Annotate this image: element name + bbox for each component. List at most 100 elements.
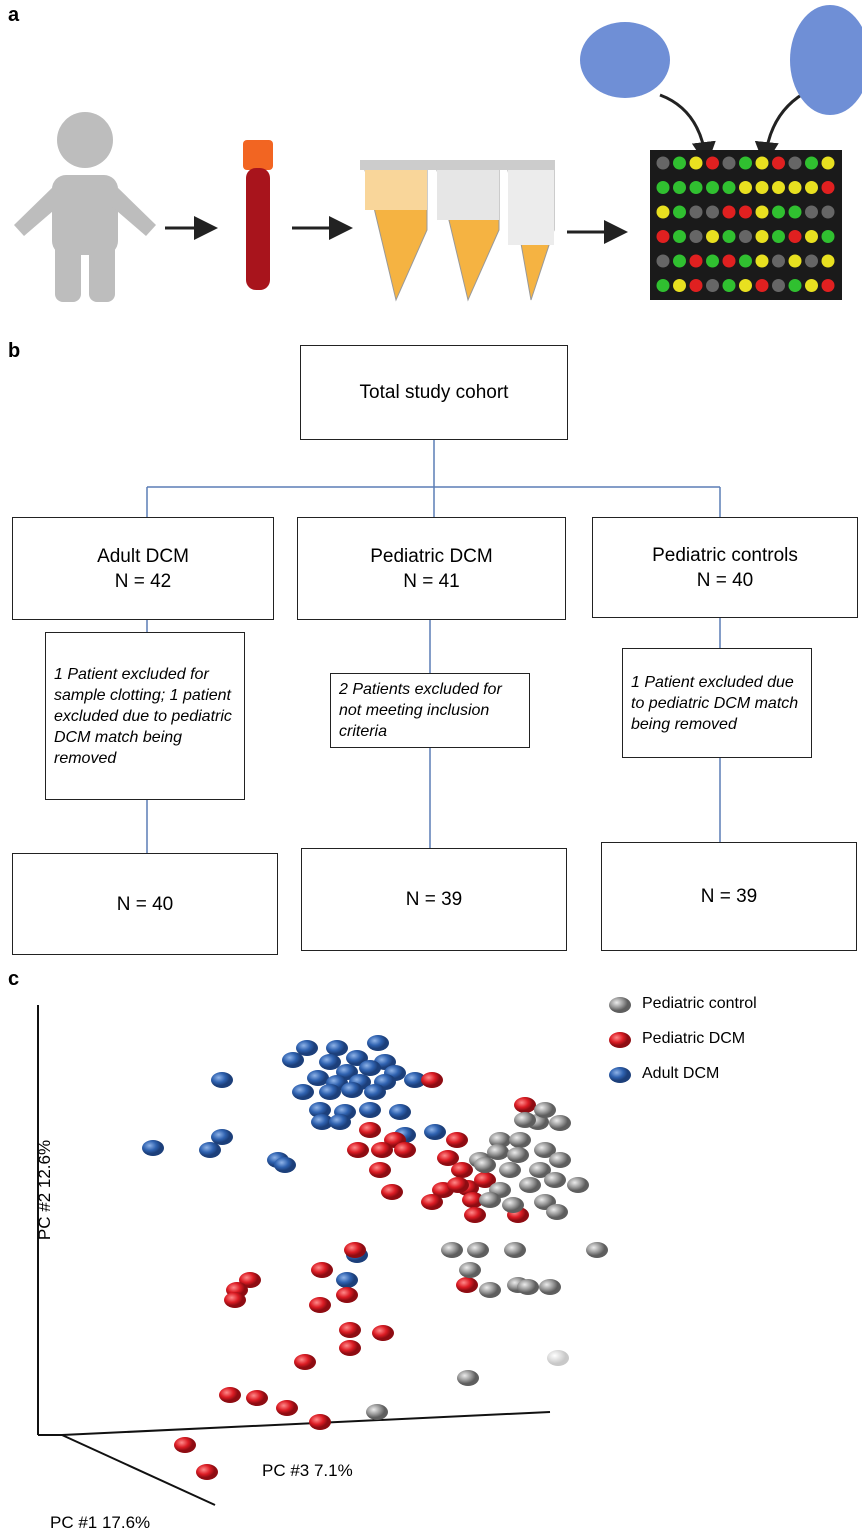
- well: [706, 255, 719, 268]
- well: [789, 279, 802, 292]
- pca-point: [371, 1142, 393, 1158]
- pca-point: [479, 1192, 501, 1208]
- final-box: N = 40: [12, 853, 278, 955]
- well: [723, 206, 736, 219]
- well: [805, 255, 818, 268]
- pca-point: [341, 1082, 363, 1098]
- pca-point: [456, 1277, 478, 1293]
- well: [723, 279, 736, 292]
- well: [739, 230, 752, 243]
- final-n: N = 39: [406, 887, 463, 912]
- pca-point: [199, 1142, 221, 1158]
- well: [805, 206, 818, 219]
- pca-point: [502, 1197, 524, 1213]
- panel-label: c: [8, 968, 19, 991]
- well: [673, 181, 686, 194]
- pca-point: [499, 1162, 521, 1178]
- exclusion-text: 1 Patient excluded for sample clotting; …: [54, 664, 236, 769]
- array-plate: [650, 150, 842, 300]
- well: [789, 230, 802, 243]
- pca-point: [347, 1142, 369, 1158]
- pca-point: [219, 1387, 241, 1403]
- group-n: N = 40: [697, 568, 754, 593]
- group-label: Pediatric controls: [652, 543, 798, 568]
- well: [756, 279, 769, 292]
- pca-point: [336, 1272, 358, 1288]
- pca-point: [359, 1102, 381, 1118]
- pca-point: [539, 1279, 561, 1295]
- pca-point: [534, 1102, 556, 1118]
- well: [789, 181, 802, 194]
- pca-point: [467, 1242, 489, 1258]
- well: [822, 279, 835, 292]
- well: [772, 206, 785, 219]
- legend-swatch: [609, 997, 631, 1013]
- pca-point: [142, 1140, 164, 1156]
- well: [723, 181, 736, 194]
- well: [706, 279, 719, 292]
- pca-point: [389, 1104, 411, 1120]
- well: [723, 230, 736, 243]
- well: [673, 279, 686, 292]
- well: [706, 206, 719, 219]
- well: [690, 230, 703, 243]
- axis-label: PC #3 7.1%: [262, 1461, 353, 1480]
- pca-point: [211, 1072, 233, 1088]
- pca-point: [339, 1340, 361, 1356]
- pca-point: [344, 1242, 366, 1258]
- well: [805, 157, 818, 170]
- pca-point: [479, 1282, 501, 1298]
- final-n: N = 39: [701, 884, 758, 909]
- well: [690, 157, 703, 170]
- exclusion-text: 2 Patients excluded for not meeting incl…: [339, 679, 521, 742]
- axis-label: PC #1 17.6%: [50, 1513, 150, 1532]
- pca-point: [381, 1184, 403, 1200]
- group-label: Adult DCM: [97, 544, 189, 569]
- well: [739, 255, 752, 268]
- well: [739, 181, 752, 194]
- well: [673, 206, 686, 219]
- well: [789, 206, 802, 219]
- well: [706, 181, 719, 194]
- pca-point: [336, 1287, 358, 1303]
- pca-point: [424, 1124, 446, 1140]
- exclusion-box: 1 Patient excluded due to pediatric DCM …: [622, 648, 812, 758]
- pca-point: [487, 1144, 509, 1160]
- axis-label: PC #2 12.6%: [35, 1140, 54, 1240]
- pca-point: [224, 1292, 246, 1308]
- well: [822, 255, 835, 268]
- legend-swatch: [609, 1032, 631, 1048]
- well: [657, 181, 670, 194]
- pca-point: [504, 1242, 526, 1258]
- pca-point: [546, 1204, 568, 1220]
- exclusion-box: 1 Patient excluded for sample clotting; …: [45, 632, 245, 800]
- figure: PC #2 12.6% PC #3 7.1% PC #1 17.6% a b c…: [0, 0, 862, 1535]
- legend-label: Adult DCM: [642, 1065, 719, 1083]
- pca-point: [441, 1242, 463, 1258]
- pca-point: [174, 1437, 196, 1453]
- legend-label: Pediatric control: [642, 995, 757, 1013]
- pca-point: [319, 1054, 341, 1070]
- pca-point: [549, 1152, 571, 1168]
- pca-point: [464, 1207, 486, 1223]
- well: [772, 255, 785, 268]
- well: [690, 206, 703, 219]
- well: [789, 255, 802, 268]
- well: [690, 181, 703, 194]
- group-n: N = 41: [403, 569, 460, 594]
- pca-point: [329, 1114, 351, 1130]
- well: [822, 230, 835, 243]
- well: [673, 255, 686, 268]
- pca-point: [311, 1262, 333, 1278]
- well: [756, 255, 769, 268]
- panel-label: a: [8, 4, 19, 27]
- well: [657, 279, 670, 292]
- well: [706, 230, 719, 243]
- protein-icons: [580, 5, 862, 115]
- well: [657, 206, 670, 219]
- group-n: N = 42: [115, 569, 172, 594]
- pca-point: [367, 1035, 389, 1051]
- well: [706, 157, 719, 170]
- well: [723, 255, 736, 268]
